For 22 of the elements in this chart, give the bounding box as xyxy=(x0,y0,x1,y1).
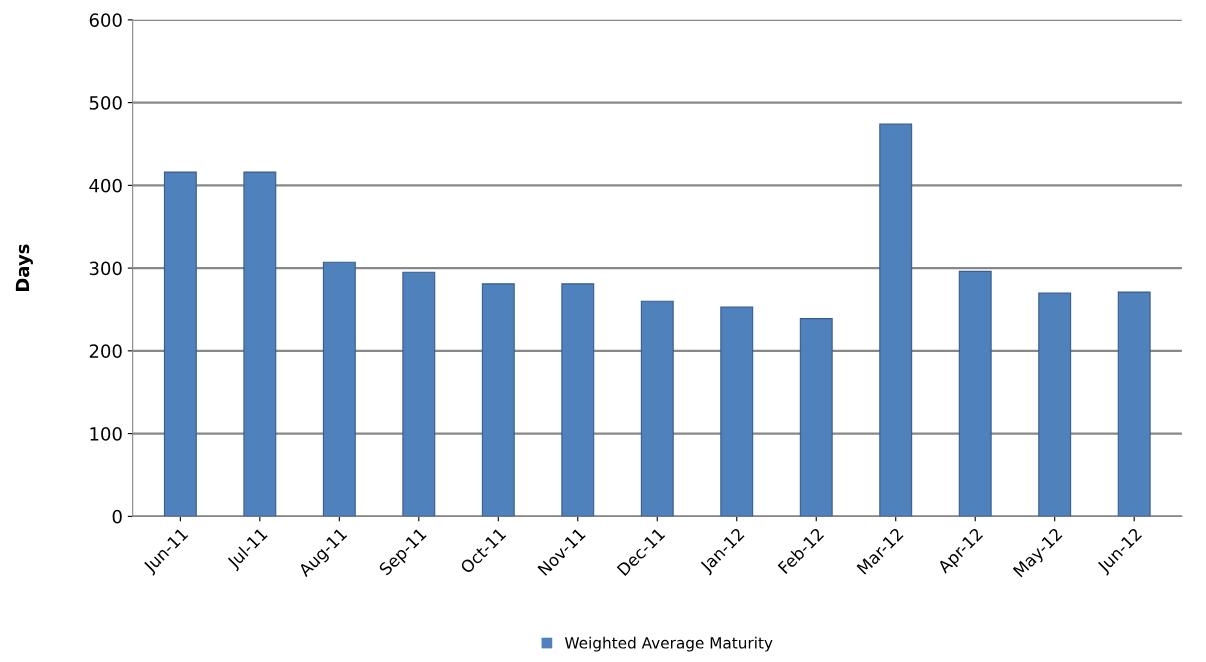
y-tick-label: 100 xyxy=(90,427,122,441)
bar xyxy=(243,171,277,517)
legend-label: Weighted Average Maturity xyxy=(564,636,773,652)
bar xyxy=(322,261,356,517)
bar xyxy=(720,306,754,517)
y-axis-title: Days xyxy=(15,244,33,292)
y-tick-label: 400 xyxy=(89,178,122,193)
bar xyxy=(481,283,515,517)
bar xyxy=(640,300,674,517)
bar xyxy=(402,271,436,517)
bar xyxy=(561,283,595,517)
y-tick-label: 200 xyxy=(89,344,122,358)
bar xyxy=(1038,292,1072,517)
bar xyxy=(799,318,833,517)
bar xyxy=(163,171,197,517)
bar xyxy=(958,270,992,517)
y-tick-label: 600 xyxy=(89,13,122,27)
bar xyxy=(1117,291,1151,517)
bar xyxy=(879,123,913,517)
y-tick-label: 0 xyxy=(112,509,122,524)
y-tick-label: 300 xyxy=(89,261,122,276)
y-tick-label: 500 xyxy=(89,96,122,110)
